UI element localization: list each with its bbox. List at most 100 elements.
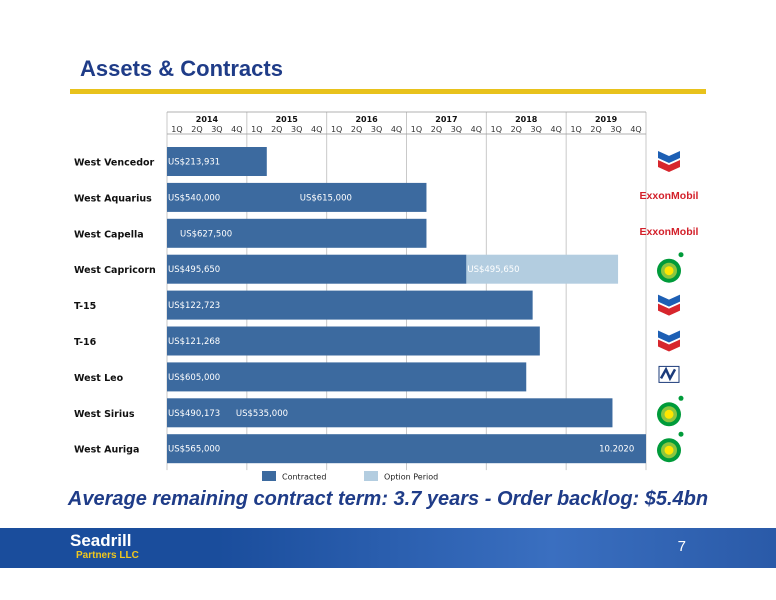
rig-name: T-15 bbox=[74, 301, 96, 312]
chevron-lower-stripe bbox=[658, 339, 680, 352]
page-title: Assets & Contracts bbox=[80, 56, 283, 81]
bp-wordmark-dot bbox=[678, 395, 684, 401]
exxonmobil-logo: ExxonMobil bbox=[640, 190, 699, 202]
footer-gradient bbox=[216, 528, 776, 568]
rig-row: West Sirius US$490,173 US$535,000 bbox=[74, 395, 684, 428]
year-tick-label: 2017 bbox=[435, 115, 457, 124]
legend-swatch-contracted bbox=[262, 471, 276, 481]
dayrate-label: US$627,500 bbox=[180, 229, 232, 239]
contracted-bar bbox=[167, 290, 533, 320]
chevron-upper-stripe bbox=[658, 151, 680, 163]
contracted-bar bbox=[167, 434, 646, 464]
year-tick-label: 2016 bbox=[355, 115, 378, 124]
rig-row: T-16 US$121,268 bbox=[74, 326, 680, 356]
dayrate-label: US$121,268 bbox=[168, 337, 220, 347]
quarter-tick-label: 2Q bbox=[511, 125, 522, 134]
chevron-logo bbox=[658, 330, 680, 352]
quarter-tick-label: 2Q bbox=[431, 125, 442, 134]
quarter-tick-label: 1Q bbox=[491, 125, 502, 134]
legend-label-option: Option Period bbox=[384, 473, 438, 482]
quarter-tick-label: 1Q bbox=[570, 125, 581, 134]
dayrate-label: US$565,000 bbox=[168, 445, 220, 455]
dayrate-label: US$535,000 bbox=[236, 409, 288, 419]
rig-name: T-16 bbox=[74, 337, 97, 348]
quarter-tick-label: 2Q bbox=[590, 125, 601, 134]
option-period-bar bbox=[466, 254, 619, 284]
rig-row: West Auriga US$565,000 10.2020 bbox=[74, 431, 684, 464]
bp-logo bbox=[657, 431, 684, 463]
dayrate-label: US$605,000 bbox=[168, 373, 220, 383]
dayrate-label: US$495,650 bbox=[467, 265, 519, 275]
dayrate-label: US$495,650 bbox=[168, 265, 220, 275]
contracted-bar bbox=[167, 147, 267, 176]
contracted-bar bbox=[167, 398, 613, 428]
rig-row: West Capella US$627,500 ExxonMobil bbox=[74, 218, 699, 248]
rig-row: West Vencedor US$213,931 bbox=[74, 147, 680, 176]
chevron-upper-stripe bbox=[658, 330, 680, 343]
quarter-tick-label: 4Q bbox=[550, 125, 561, 134]
quarter-tick-label: 1Q bbox=[171, 125, 182, 134]
title-rule bbox=[70, 89, 706, 94]
footer-band: Seadrill Partners LLC 7 bbox=[0, 528, 776, 568]
contract-gantt-chart: 2014 1Q 2Q 3Q 4Q 2015 1Q 2Q 3Q 4Q 2016 1Q 2Q 3Q 4Q 2017… bbox=[74, 111, 699, 482]
quarter-tick-label: 4Q bbox=[630, 125, 641, 134]
quarter-tick-label: 3Q bbox=[451, 125, 462, 134]
seadrill-logo: Seadrill bbox=[70, 531, 132, 550]
bp-wordmark-dot bbox=[678, 252, 684, 258]
quarter-tick-label: 3Q bbox=[211, 125, 222, 134]
year-tick-label: 2015 bbox=[276, 115, 299, 124]
quarter-tick-label: 2Q bbox=[191, 125, 202, 134]
backlog-summary: Average remaining contract term: 3.7 yea… bbox=[67, 488, 709, 510]
quarter-tick-label: 2Q bbox=[271, 125, 282, 134]
contracted-bar bbox=[167, 182, 427, 212]
chevron-logo bbox=[658, 294, 680, 316]
chevron-upper-stripe bbox=[658, 294, 680, 307]
rig-name: West Vencedor bbox=[74, 158, 155, 169]
dayrate-label: US$540,000 bbox=[168, 193, 220, 203]
exxonmobil-wordmark: ExxonMobil bbox=[640, 226, 699, 238]
contracted-bar bbox=[167, 254, 467, 284]
contracted-bar bbox=[167, 362, 527, 392]
quarter-tick-label: 4Q bbox=[231, 125, 242, 134]
chevron-lower-stripe bbox=[658, 160, 680, 172]
rig-name: West Aquarius bbox=[74, 193, 152, 204]
contracted-bar bbox=[167, 326, 540, 356]
rig-row: West Aquarius US$540,000 US$615,000 ExxonMo… bbox=[74, 182, 699, 212]
quarter-tick-label: 2Q bbox=[351, 125, 362, 134]
dayrate-label: US$122,723 bbox=[168, 301, 220, 311]
bp-logo bbox=[657, 252, 684, 283]
rig-name: West Capella bbox=[74, 229, 144, 240]
bp-center bbox=[664, 409, 674, 419]
year-tick-label: 2019 bbox=[595, 115, 618, 124]
quarter-tick-label: 1Q bbox=[251, 125, 262, 134]
seadrill-logo-subtitle: Partners LLC bbox=[76, 550, 139, 561]
bp-logo bbox=[657, 395, 684, 427]
tullow-logo bbox=[658, 365, 680, 383]
contracted-bar bbox=[167, 218, 427, 248]
rig-name: West Leo bbox=[74, 373, 124, 384]
year-tick-label: 2014 bbox=[196, 115, 219, 124]
dayrate-label: US$213,931 bbox=[168, 158, 220, 168]
quarter-tick-label: 4Q bbox=[391, 125, 402, 134]
bp-center bbox=[664, 266, 674, 276]
bp-center bbox=[664, 445, 674, 455]
chevron-logo bbox=[658, 151, 680, 172]
quarter-tick-label: 3Q bbox=[610, 125, 621, 134]
chevron-lower-stripe bbox=[658, 303, 680, 316]
legend-swatch-option bbox=[364, 471, 378, 481]
quarter-tick-label: 1Q bbox=[331, 125, 342, 134]
quarter-tick-label: 3Q bbox=[531, 125, 542, 134]
quarter-tick-label: 1Q bbox=[411, 125, 422, 134]
rig-name: West Auriga bbox=[74, 445, 139, 456]
bp-wordmark-dot bbox=[678, 431, 684, 437]
exxonmobil-logo: ExxonMobil bbox=[640, 226, 699, 238]
quarter-tick-label: 3Q bbox=[371, 125, 382, 134]
rig-row: West Leo US$605,000 bbox=[74, 362, 680, 392]
dayrate-label: US$615,000 bbox=[300, 193, 352, 203]
quarter-tick-label: 3Q bbox=[291, 125, 302, 134]
dayrate-label: 10.2020 bbox=[599, 445, 634, 455]
dayrate-label: US$490,173 bbox=[168, 409, 220, 419]
page-number: 7 bbox=[677, 538, 686, 555]
tullow-mark bbox=[659, 366, 677, 382]
quarter-tick-label: 4Q bbox=[311, 125, 322, 134]
